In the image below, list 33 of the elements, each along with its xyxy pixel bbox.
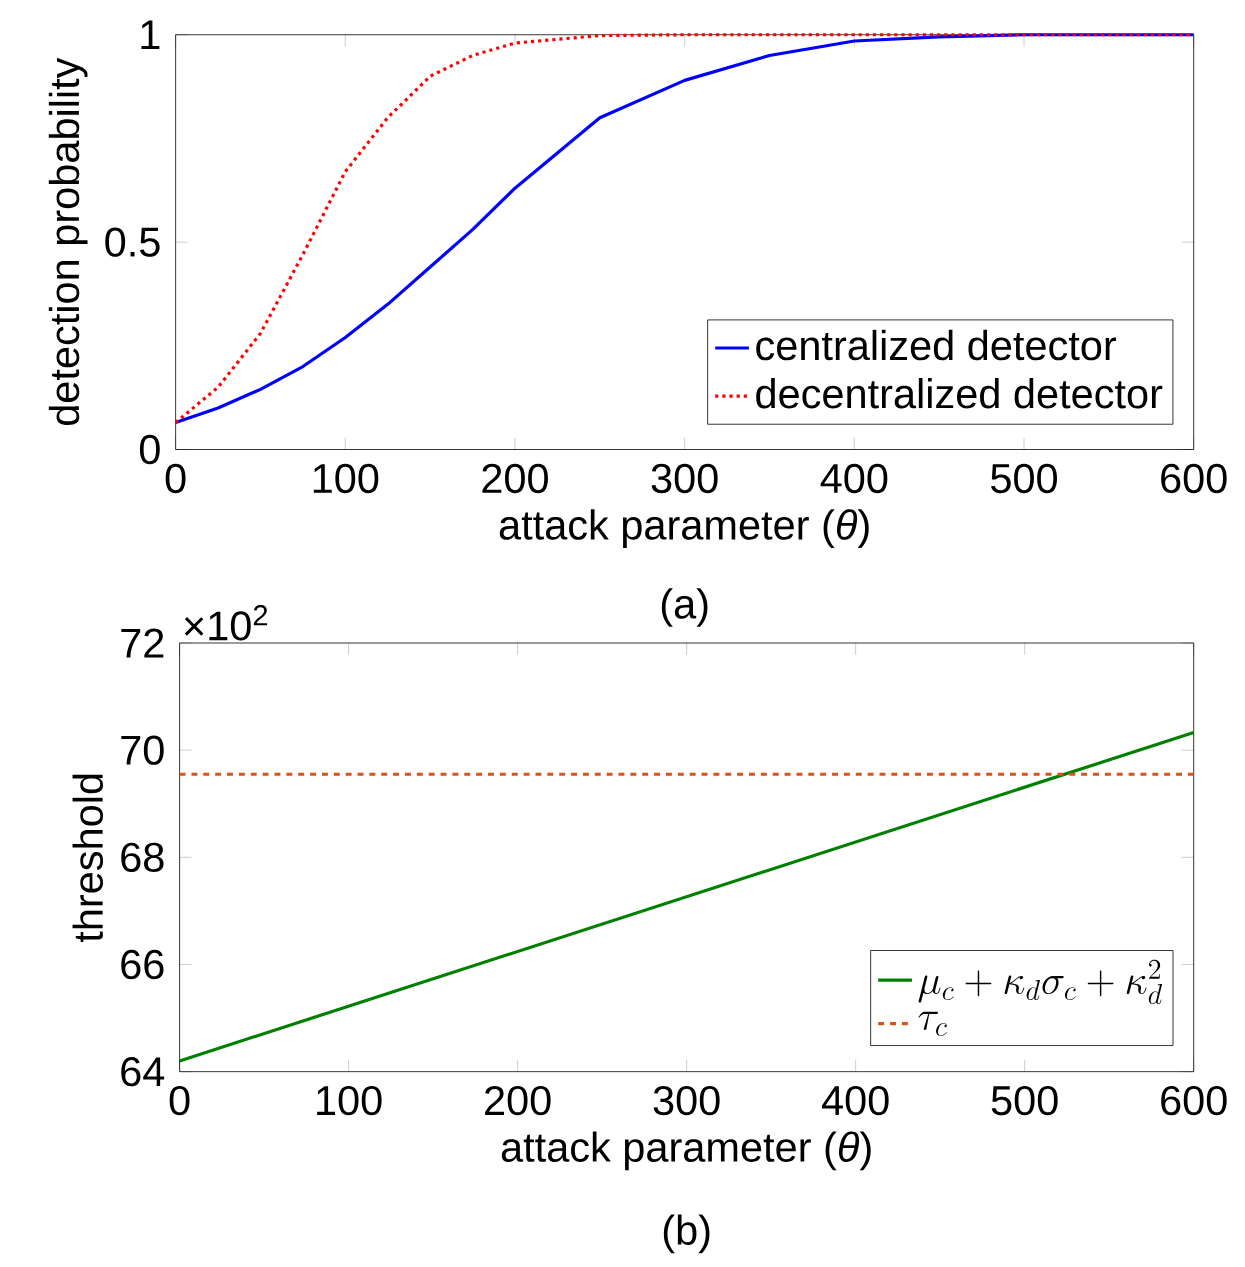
x-tick-label: 600 xyxy=(1161,1085,1227,1116)
text: (a) xyxy=(661,588,708,627)
x-axis-title: attack parameter (θ) xyxy=(501,1131,871,1171)
x-tick-label: 400 xyxy=(820,463,888,494)
legend-label: $\mu_c + \kappa_d\sigma_c + \kappa_d^2$ xyxy=(918,959,1162,1005)
y-tick-label: 68 xyxy=(121,842,164,873)
x-tick-label: 500 xyxy=(991,1085,1058,1116)
x-tick-label: 100 xyxy=(317,1085,382,1116)
x-tick-label: 200 xyxy=(482,463,548,494)
x-tick-label: 400 xyxy=(821,1085,889,1116)
y-tick-label: 66 xyxy=(121,949,164,980)
y-axis-title: threshold xyxy=(72,774,103,943)
x-tick-label: 500 xyxy=(990,463,1057,494)
x-tick-label: 0 xyxy=(165,463,186,494)
x-tick-label: 100 xyxy=(313,463,379,494)
legend-label: $\tau_c$ xyxy=(918,1011,947,1036)
text: ×10$^{2}$ xyxy=(184,605,267,641)
y-axis-title: detection probability xyxy=(48,57,88,426)
y-tick-label: 72 xyxy=(121,628,164,658)
y-tick-label: 0.5 xyxy=(105,227,160,257)
x-tick-label: 600 xyxy=(1161,463,1227,494)
legend-label: centralized detector xyxy=(756,329,1116,361)
text: (b) xyxy=(663,1214,710,1254)
x-tick-label: 300 xyxy=(653,1085,720,1116)
x-tick-label: 300 xyxy=(651,463,718,494)
legend-label: decentralized detector xyxy=(756,378,1163,409)
x-tick-label: 200 xyxy=(484,1085,551,1116)
y-tick-label: 64 xyxy=(121,1056,164,1087)
x-tick-label: 0 xyxy=(169,1085,190,1116)
y-tick-label: 70 xyxy=(121,735,164,765)
x-axis-title: attack parameter (θ) xyxy=(499,509,869,549)
y-tick-label: 1 xyxy=(141,20,160,50)
y-tick-label: 0 xyxy=(139,434,160,465)
